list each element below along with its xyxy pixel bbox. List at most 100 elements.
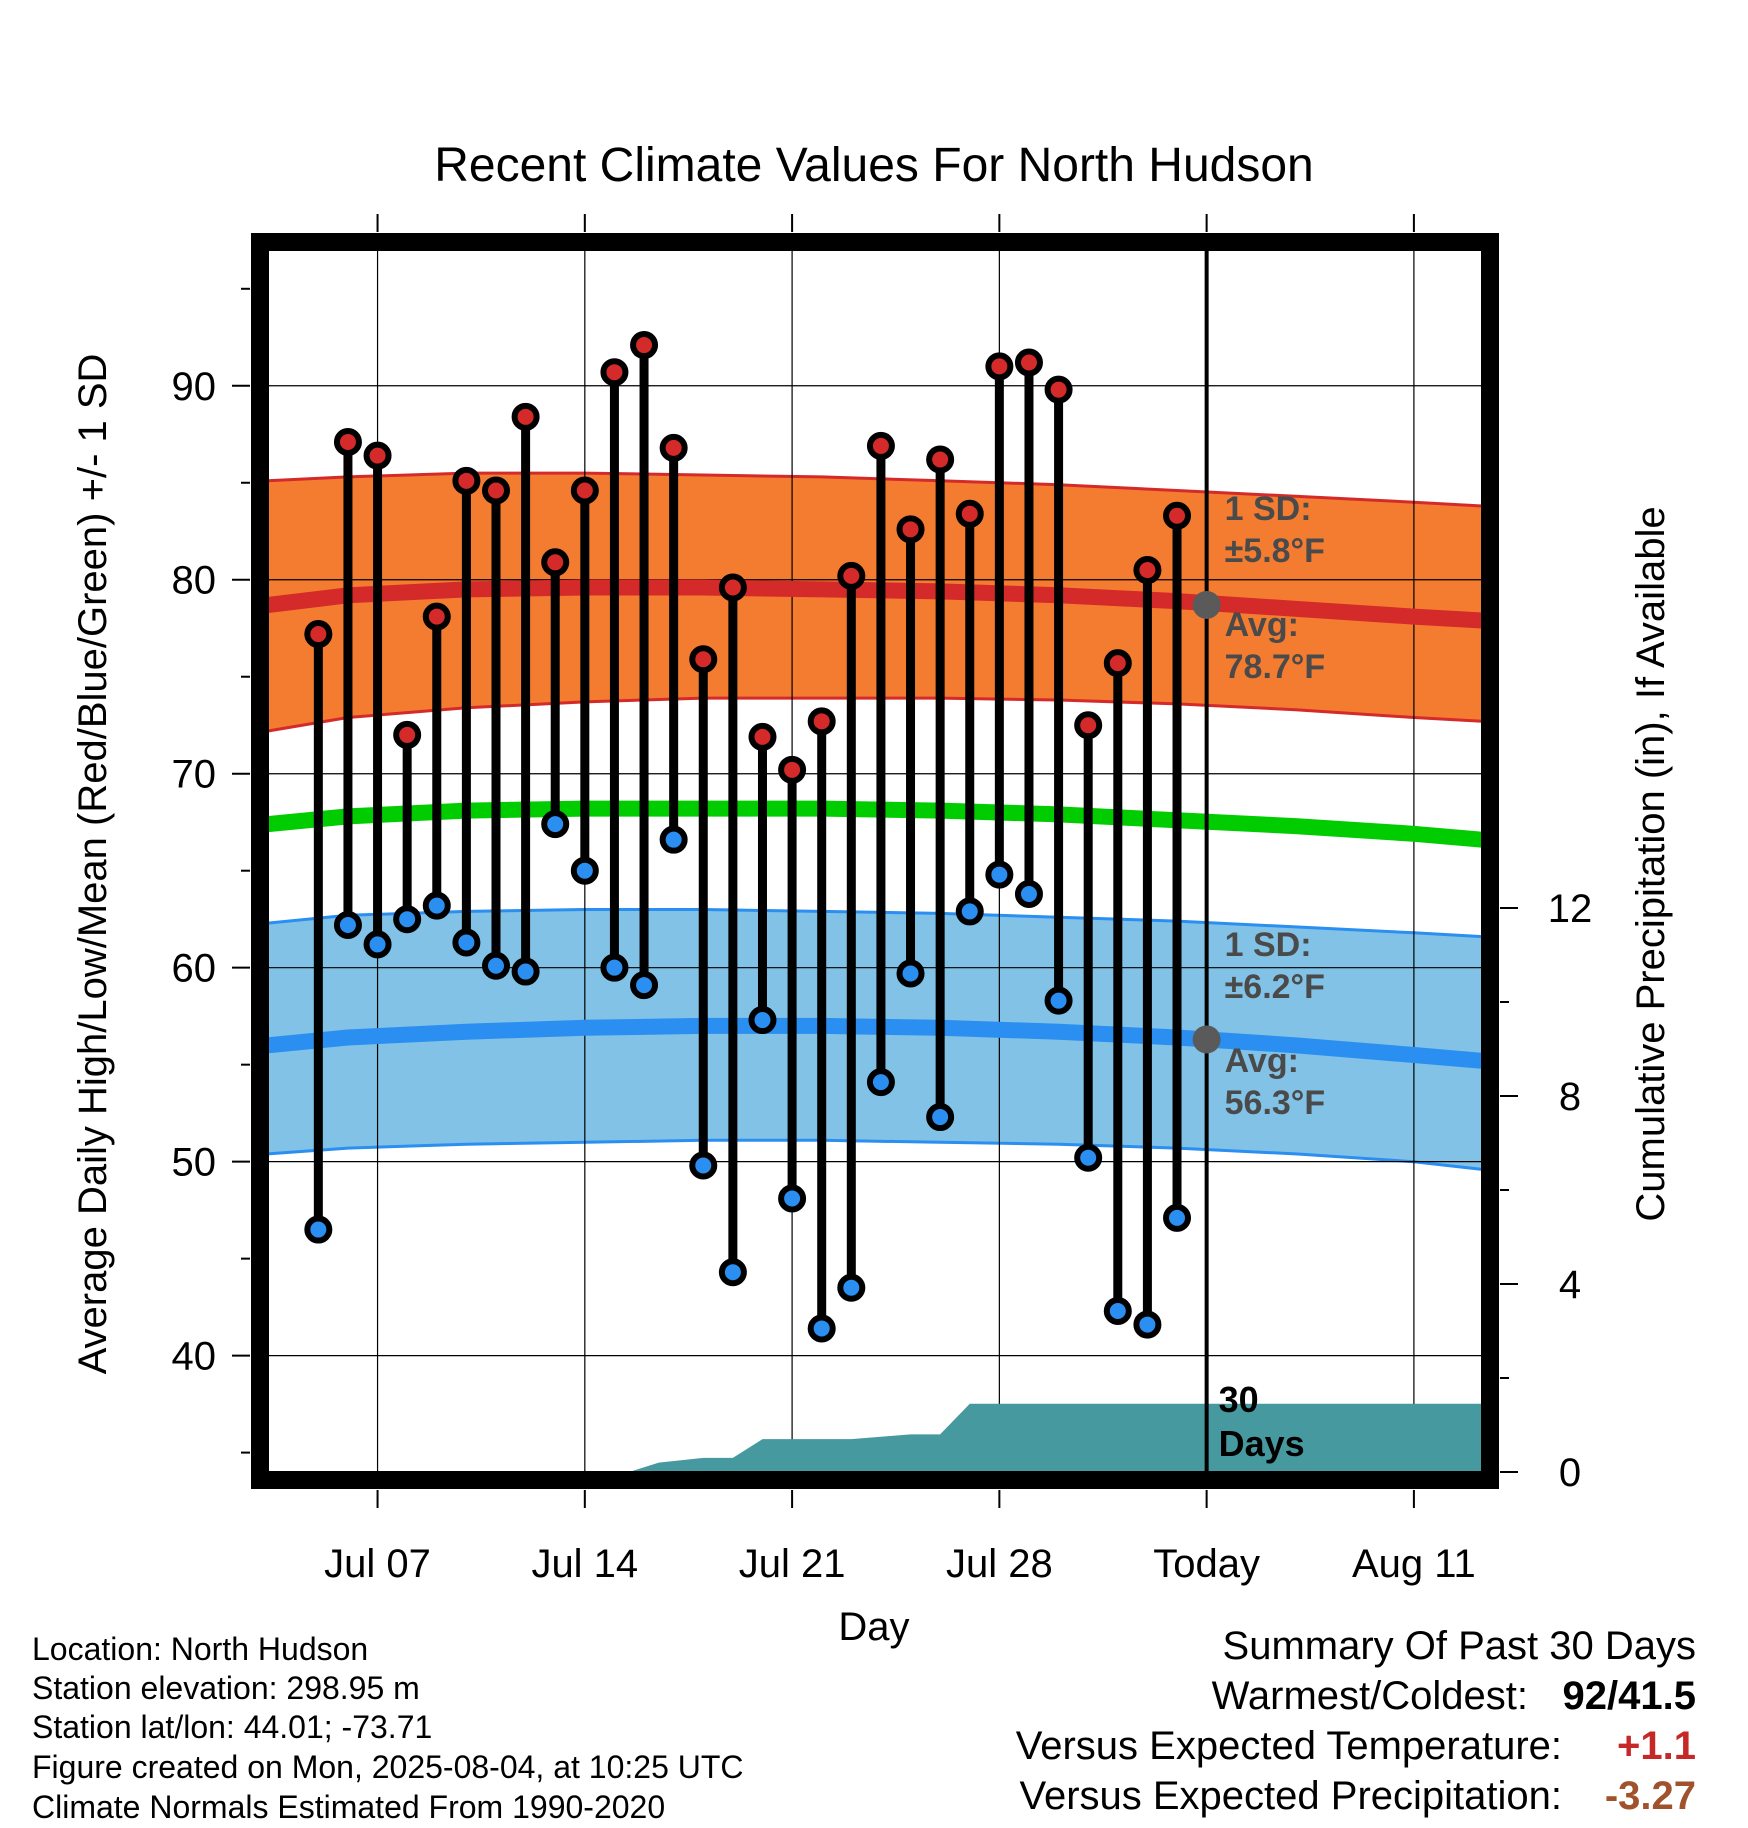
y2-tick-label: 4 — [1559, 1263, 1581, 1307]
high-sd-label: 1 SD: — [1225, 490, 1312, 528]
high-point — [837, 561, 866, 590]
low-point — [630, 971, 659, 1000]
low-avg-label: Avg: — [1225, 1042, 1299, 1080]
low-point — [926, 1103, 955, 1132]
low-point — [304, 1215, 333, 1244]
low-point — [511, 957, 540, 986]
latlon-text: Station lat/lon: 44.01; -73.71 — [32, 1709, 433, 1745]
y2-tick-label: 12 — [1548, 887, 1593, 931]
low-point — [1014, 879, 1043, 908]
low-point — [541, 810, 570, 839]
high-point — [689, 645, 718, 674]
low-point — [333, 911, 362, 940]
low-sd-value: ±6.2°F — [1225, 968, 1325, 1006]
days-unit-label: Days — [1219, 1423, 1305, 1464]
high-point — [778, 755, 807, 784]
high-point — [541, 548, 570, 577]
warmest-value: 92/41.5 — [1562, 1674, 1696, 1718]
low-point — [866, 1068, 895, 1097]
high-point — [1074, 711, 1103, 740]
low-point — [570, 856, 599, 885]
high-point — [748, 722, 777, 751]
high-point — [1044, 375, 1073, 404]
x-tick-label: Jul 28 — [946, 1542, 1053, 1586]
today-high-avg-dot — [1192, 590, 1221, 619]
location-text: Location: North Hudson — [32, 1631, 369, 1667]
low-avg-value: 56.3°F — [1225, 1084, 1326, 1122]
precip-label: Versus Expected Precipitation: — [1019, 1774, 1562, 1818]
warmest-label: Warmest/Coldest: — [1211, 1674, 1528, 1718]
x-tick-label: Aug 11 — [1352, 1542, 1476, 1586]
high-point — [630, 331, 659, 360]
precip-area — [629, 1403, 1482, 1472]
y-tick-label: 70 — [172, 753, 217, 797]
high-point — [955, 499, 984, 528]
high-point — [570, 476, 599, 505]
low-point — [955, 897, 984, 926]
x-axis-label: Day — [838, 1605, 909, 1649]
high-point — [452, 466, 481, 495]
low-point — [1163, 1203, 1192, 1232]
x-tick-label: Jul 07 — [324, 1542, 431, 1586]
daily-points — [304, 331, 1192, 1343]
y-axis-label: Average Daily High/Low/Mean (Red/Blue/Gr… — [71, 354, 115, 1375]
low-point — [393, 905, 422, 934]
high-point — [1163, 501, 1192, 530]
y2-tick-label: 0 — [1559, 1451, 1581, 1495]
plot-border — [251, 233, 1499, 1489]
low-point — [363, 930, 392, 959]
low-point — [689, 1151, 718, 1180]
today-marker: 1 SD: ±5.8°F Avg: 78.7°F 1 SD: ±6.2°F Avg: 56.3… — [1192, 250, 1326, 1472]
low-point — [481, 951, 510, 980]
x-tick-label: Jul 14 — [531, 1542, 638, 1586]
temp-value: +1.1 — [1617, 1724, 1696, 1768]
low-point — [807, 1314, 836, 1343]
high-point — [333, 428, 362, 457]
created-text: Figure created on Mon, 2025-08-04, at 10… — [32, 1749, 744, 1785]
low-point — [718, 1258, 747, 1287]
high-point — [363, 441, 392, 470]
temp-label: Versus Expected Temperature: — [1015, 1724, 1562, 1768]
chart-title: Recent Climate Values For North Hudson — [434, 139, 1314, 192]
y-tick-label: 50 — [172, 1141, 217, 1185]
high-point — [393, 720, 422, 749]
high-point — [807, 707, 836, 736]
days-count-label: 30 — [1219, 1379, 1259, 1420]
y-tick-label: 60 — [172, 947, 217, 991]
high-point — [866, 431, 895, 460]
high-avg-label: Avg: — [1225, 606, 1299, 644]
x-tick-label: Today — [1153, 1542, 1260, 1586]
low-point — [1044, 986, 1073, 1015]
high-point — [896, 515, 925, 544]
high-point — [1014, 348, 1043, 377]
daily-stems — [313, 345, 1182, 1329]
low-point — [1074, 1143, 1103, 1172]
low-point — [778, 1184, 807, 1213]
y2-tick-label: 8 — [1559, 1075, 1581, 1119]
high-point — [600, 358, 629, 387]
high-point — [659, 433, 688, 462]
low-point — [985, 860, 1014, 889]
high-point — [304, 620, 333, 649]
low-sd-lower-edge — [267, 1138, 1483, 1171]
today-low-avg-dot — [1192, 1025, 1221, 1054]
low-point — [837, 1273, 866, 1302]
summary-title: Summary Of Past 30 Days — [1222, 1624, 1696, 1668]
high-point — [926, 445, 955, 474]
axis-ticks: 40 50 60 70 80 90 0 4 8 12 Jul 07 Jul 14 Jul 21 Jul 2… — [172, 214, 1593, 1586]
high-point — [718, 573, 747, 602]
y-tick-label: 80 — [172, 559, 217, 603]
mean-average-line — [267, 800, 1483, 848]
low-point — [452, 928, 481, 957]
high-avg-value: 78.7°F — [1225, 648, 1326, 686]
low-point — [659, 825, 688, 854]
cumulative-precip-area — [629, 1403, 1482, 1472]
high-point — [422, 602, 451, 631]
plot-frame — [251, 233, 1499, 1489]
low-point — [1103, 1297, 1132, 1326]
low-point — [600, 953, 629, 982]
low-sd-label: 1 SD: — [1225, 926, 1312, 964]
low-point — [896, 959, 925, 988]
high-point — [1103, 649, 1132, 678]
